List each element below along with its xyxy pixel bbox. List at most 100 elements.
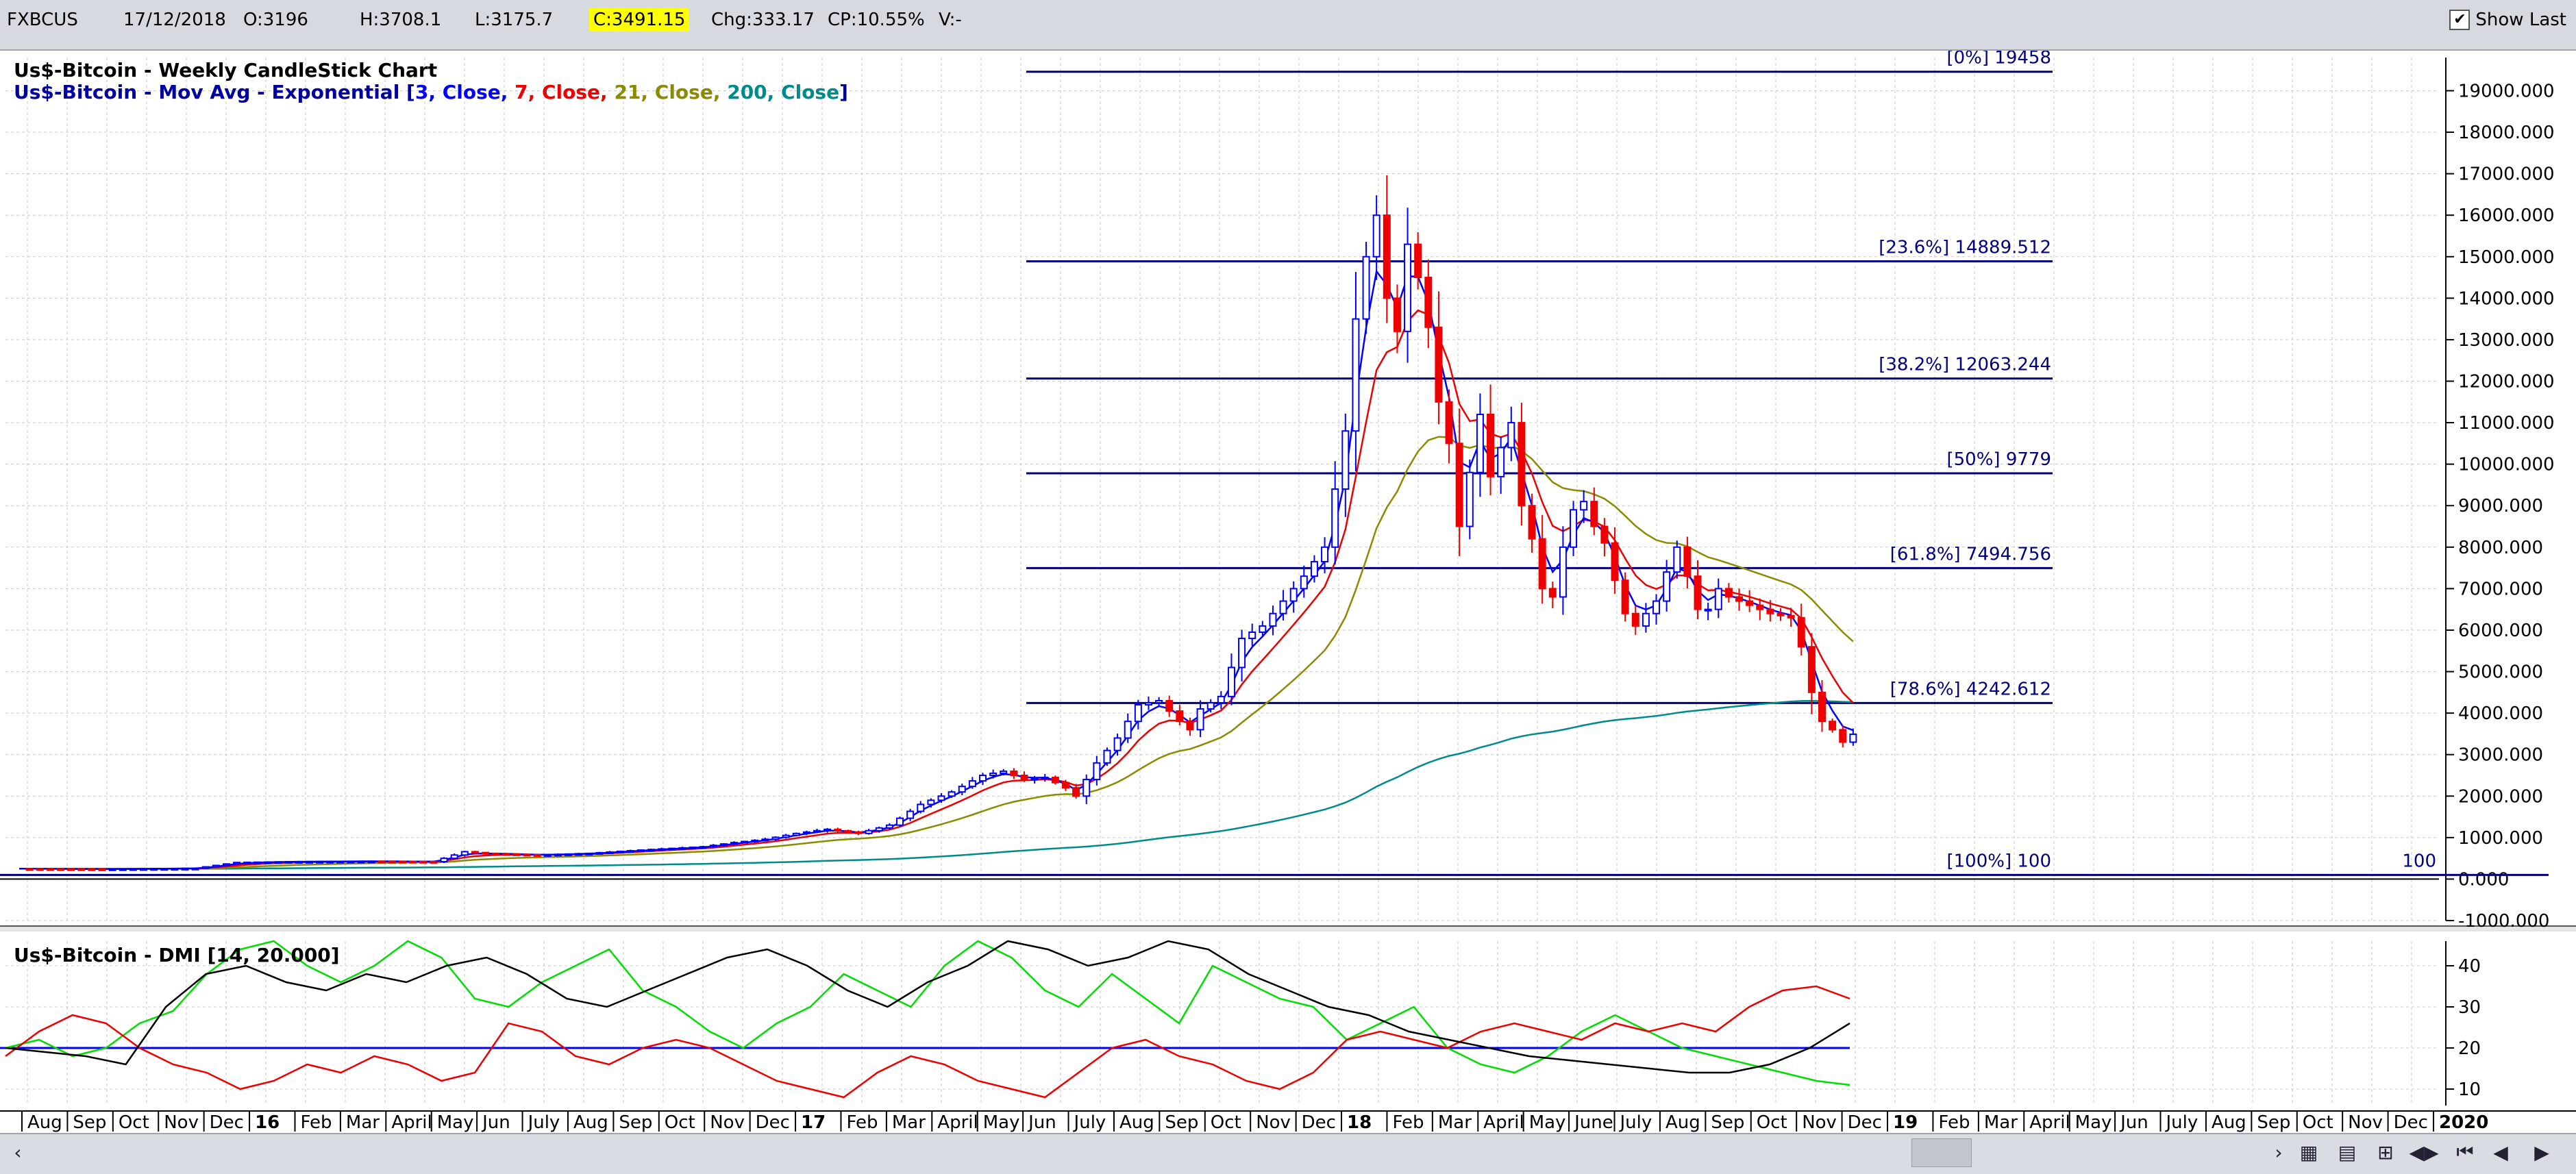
- candle-body: [1694, 575, 1702, 610]
- y-tick-label: 6000.000: [2458, 621, 2543, 641]
- x-tick-label: Sep: [2257, 1112, 2290, 1133]
- volume-value: V:-: [939, 10, 962, 30]
- zoom-in-icon[interactable]: ▦: [2299, 1140, 2318, 1164]
- step-back-icon[interactable]: ◀: [2493, 1140, 2508, 1164]
- candle-body: [46, 868, 54, 871]
- expand-icon[interactable]: ◀▶: [2409, 1140, 2439, 1164]
- candle-body: [284, 860, 293, 864]
- candle-body: [295, 860, 303, 864]
- ma200-legend: 200, Close: [727, 81, 840, 103]
- checkbox-icon[interactable]: ✔: [2449, 10, 2470, 30]
- y-tick-label: 40: [2458, 956, 2481, 977]
- candle-body: [1404, 243, 1412, 332]
- candle-body: [1735, 596, 1744, 602]
- moving-average-legend: Us$-Bitcoin - Mov Avg - Exponential [3, …: [14, 81, 848, 103]
- fit-icon[interactable]: ⊞: [2377, 1140, 2394, 1164]
- candle-body: [1807, 646, 1816, 693]
- fib-label: [61.8%] 7494.756: [1890, 544, 2051, 564]
- x-tick-label: Feb: [846, 1112, 878, 1133]
- scroll-right-icon[interactable]: ›: [2275, 1140, 2283, 1164]
- candle-body: [1362, 255, 1370, 320]
- x-tick-label: Feb: [1938, 1112, 1970, 1133]
- y-tick-label: 5000.000: [2458, 662, 2543, 683]
- goto-start-icon[interactable]: ⏮: [2456, 1140, 2474, 1163]
- candle-body: [1041, 777, 1049, 780]
- y-tick-label: 11000.000: [2458, 413, 2555, 434]
- candle-body: [719, 843, 728, 847]
- x-tick-label: Sep: [73, 1112, 106, 1133]
- candle-body: [1176, 710, 1184, 723]
- candle-body: [1186, 721, 1194, 731]
- show-last-toggle[interactable]: ✔ Show Last: [2449, 10, 2566, 30]
- candle-body: [108, 868, 116, 871]
- candle-body: [565, 853, 573, 856]
- candle-body: [1704, 608, 1712, 612]
- candle-body: [1165, 699, 1174, 712]
- candle-body: [834, 828, 842, 832]
- candle-body: [409, 860, 417, 864]
- candle-body: [1321, 546, 1329, 563]
- candle-body: [1259, 625, 1267, 633]
- candle-body: [792, 832, 800, 836]
- candle-body: [1414, 243, 1422, 279]
- y-tick-label: 10: [2458, 1079, 2481, 1100]
- candle-body: [150, 868, 158, 871]
- x-tick-label: July: [1073, 1112, 1106, 1133]
- x-tick-label: May: [2075, 1112, 2112, 1133]
- candle-body: [885, 824, 893, 829]
- open-value: O:3196: [243, 10, 308, 30]
- candle-body: [823, 828, 832, 832]
- candle-body: [875, 827, 883, 832]
- close-value: C:3491.15: [589, 8, 690, 32]
- candle-body: [1124, 721, 1132, 739]
- candle-body: [1683, 546, 1692, 577]
- candle-body: [1829, 721, 1837, 731]
- candle-body: [1455, 442, 1463, 527]
- ma-legend-suffix: ]: [839, 81, 848, 103]
- y-tick-label: 30: [2458, 997, 2481, 1018]
- candle-body: [502, 853, 510, 856]
- zoom-out-icon[interactable]: ▤: [2338, 1140, 2357, 1164]
- step-forward-icon[interactable]: ▶: [2534, 1140, 2549, 1164]
- x-tick-label: Aug: [27, 1112, 62, 1133]
- candle-body: [948, 791, 956, 797]
- scroll-left-icon[interactable]: ‹: [14, 1140, 22, 1164]
- candle-body: [647, 849, 656, 852]
- candle-body: [25, 868, 34, 871]
- candle-body: [98, 868, 106, 871]
- candle-body: [1663, 571, 1671, 602]
- x-tick-label: 18: [1347, 1112, 1372, 1133]
- candle-body: [347, 860, 355, 864]
- scroll-bar[interactable]: [0, 1133, 2576, 1174]
- chart-area[interactable]: 19000.000 18000.000 17000.000 16000.000 1500…: [0, 51, 2576, 1133]
- candle-body: [958, 786, 966, 793]
- low-value: L:3175.7: [475, 10, 554, 30]
- candle-body: [595, 851, 604, 855]
- ma7-legend: 7, Close,: [515, 81, 615, 103]
- candle-body: [160, 868, 169, 871]
- candle-body: [1673, 546, 1681, 573]
- candle-body: [761, 838, 769, 842]
- x-tick-label: Jun: [1027, 1112, 1056, 1133]
- change-value: Chg:333.17: [711, 10, 815, 30]
- candle-body: [865, 829, 873, 834]
- candle-body: [419, 860, 428, 864]
- x-tick-label: Dec: [756, 1112, 790, 1133]
- candle-body: [1196, 708, 1204, 731]
- x-tick-label: Dec: [1302, 1112, 1336, 1133]
- fib-label: [100%] 100: [1946, 851, 2051, 871]
- x-tick-label: Oct: [1757, 1112, 1787, 1133]
- y-tick-label: 14000.000: [2458, 288, 2555, 309]
- candle-body: [471, 851, 479, 854]
- x-tick-label: Jun: [481, 1112, 510, 1133]
- candle-body: [636, 849, 645, 853]
- candle-body: [1217, 695, 1225, 703]
- candle-body: [1631, 612, 1639, 627]
- candle-body: [399, 860, 407, 864]
- candle-body: [1030, 777, 1039, 781]
- candle-body: [233, 862, 241, 865]
- candle-body: [626, 849, 634, 853]
- scroll-thumb[interactable]: [1911, 1138, 1972, 1167]
- x-tick-label: Sep: [1165, 1112, 1198, 1133]
- candle-body: [751, 839, 759, 842]
